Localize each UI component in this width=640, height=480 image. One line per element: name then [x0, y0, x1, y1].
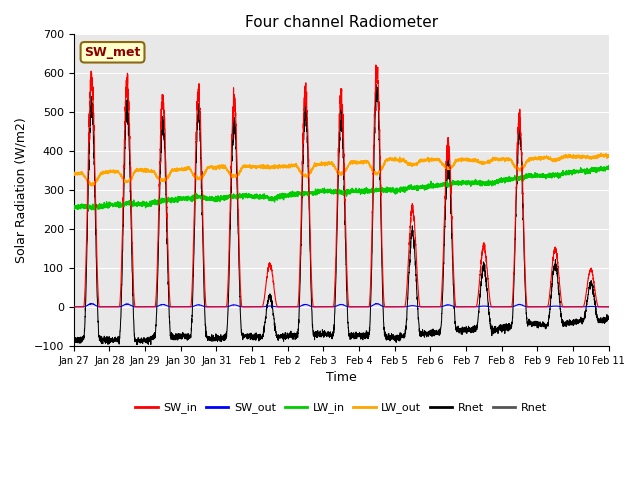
- SW_in: [166, 298, 173, 303]
- Rnet: [605, 315, 612, 321]
- SW_out: [321, 304, 329, 310]
- X-axis label: Time: Time: [326, 371, 356, 384]
- LW_in: [604, 164, 612, 170]
- SW_out: [604, 304, 612, 310]
- Line: Rnet: Rnet: [74, 84, 609, 345]
- SW_out: [605, 304, 612, 310]
- LW_out: [597, 150, 605, 156]
- SW_out: [431, 304, 439, 310]
- SW_in: [321, 304, 329, 310]
- Rnet: [605, 315, 612, 321]
- Rnet: [70, 338, 77, 344]
- LW_out: [431, 156, 439, 162]
- SW_in: [372, 62, 380, 68]
- Rnet: [133, 342, 141, 348]
- LW_in: [166, 196, 173, 202]
- Legend: SW_in, SW_out, LW_in, LW_out, Rnet, Rnet: SW_in, SW_out, LW_in, LW_out, Rnet, Rnet: [131, 398, 552, 418]
- LW_out: [604, 153, 612, 158]
- LW_out: [605, 153, 612, 158]
- LW_out: [321, 159, 329, 165]
- Rnet: [461, 329, 469, 335]
- Line: LW_in: LW_in: [74, 166, 609, 210]
- LW_in: [70, 206, 77, 212]
- LW_out: [70, 171, 77, 177]
- SW_out: [87, 301, 95, 307]
- LW_in: [88, 207, 95, 213]
- LW_in: [461, 181, 468, 187]
- SW_out: [492, 304, 499, 310]
- LW_in: [321, 189, 329, 194]
- Text: SW_met: SW_met: [84, 46, 141, 59]
- Rnet: [604, 317, 612, 323]
- Line: SW_out: SW_out: [74, 304, 609, 307]
- Y-axis label: Solar Radiation (W/m2): Solar Radiation (W/m2): [15, 117, 28, 263]
- SW_in: [604, 304, 612, 310]
- Line: SW_in: SW_in: [74, 65, 609, 307]
- LW_in: [605, 163, 612, 168]
- LW_out: [461, 156, 468, 162]
- Rnet: [372, 82, 380, 87]
- Rnet: [70, 338, 77, 344]
- LW_in: [431, 182, 439, 188]
- Rnet: [431, 332, 439, 337]
- Rnet: [321, 333, 329, 338]
- Rnet: [166, 325, 173, 331]
- LW_out: [88, 183, 95, 189]
- SW_out: [166, 304, 173, 310]
- Rnet: [372, 82, 380, 87]
- Title: Four channel Radiometer: Four channel Radiometer: [244, 15, 438, 30]
- Rnet: [166, 325, 173, 331]
- SW_in: [492, 304, 499, 310]
- LW_out: [166, 172, 173, 178]
- SW_in: [70, 304, 77, 310]
- Rnet: [492, 325, 499, 331]
- SW_in: [431, 304, 439, 310]
- LW_out: [492, 157, 499, 163]
- Rnet: [604, 317, 612, 323]
- SW_out: [70, 304, 77, 310]
- Rnet: [492, 325, 499, 331]
- LW_in: [492, 182, 499, 188]
- Rnet: [431, 332, 439, 337]
- Rnet: [133, 342, 141, 348]
- SW_in: [461, 304, 468, 310]
- Rnet: [321, 333, 329, 338]
- SW_in: [605, 304, 612, 310]
- Rnet: [461, 329, 469, 335]
- SW_out: [461, 304, 468, 310]
- Line: LW_out: LW_out: [74, 153, 609, 186]
- Line: Rnet: Rnet: [74, 84, 609, 345]
